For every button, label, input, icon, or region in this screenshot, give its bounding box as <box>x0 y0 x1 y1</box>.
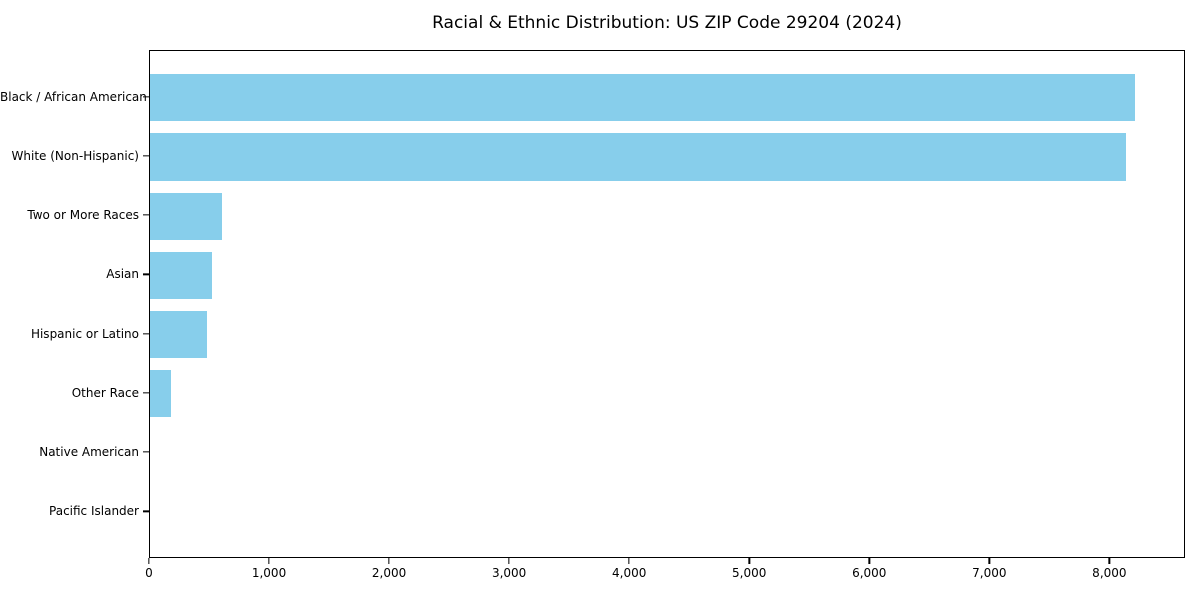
bar <box>150 251 212 300</box>
y-axis-label: Native American <box>39 445 139 460</box>
y-axis-label: Pacific Islander <box>49 504 139 519</box>
x-axis-tick <box>868 558 870 564</box>
y-axis-tick <box>143 510 149 512</box>
y-axis-label: Black / African American <box>0 89 147 104</box>
y-axis-tick <box>143 332 149 335</box>
y-axis-tick <box>143 96 149 98</box>
x-axis-tick <box>268 558 270 564</box>
y-axis-label: Asian <box>106 267 139 282</box>
y-axis-tick <box>143 273 149 276</box>
x-axis-tick-label: 7,000 <box>972 566 1007 580</box>
chart-title: Racial & Ethnic Distribution: US ZIP Cod… <box>432 13 902 33</box>
x-axis-tick <box>988 558 990 564</box>
x-axis-tick-label: 1,000 <box>251 566 287 580</box>
y-axis-tick <box>143 451 149 453</box>
bar <box>150 133 1127 181</box>
y-axis-label: White (Non-Hispanic) <box>11 148 139 163</box>
plot-area <box>149 50 1185 558</box>
y-axis-tick <box>143 392 149 394</box>
x-axis-tick <box>148 558 150 564</box>
x-axis-tick-label: 3,000 <box>491 566 527 580</box>
bar <box>150 192 222 240</box>
bar <box>150 74 1135 122</box>
x-axis-tick <box>748 558 750 564</box>
y-axis-tick <box>143 155 149 157</box>
x-axis-tick-label: 5,000 <box>732 566 767 580</box>
x-axis-tick-label: 6,000 <box>852 566 887 580</box>
y-axis-tick <box>143 214 149 216</box>
y-axis-label: Hispanic or Latino <box>30 326 139 341</box>
x-axis-tick-label: 2,000 <box>371 566 407 580</box>
x-axis-tick <box>388 558 390 564</box>
bar <box>150 370 171 418</box>
x-axis-tick <box>628 558 630 564</box>
bar <box>150 310 207 359</box>
x-axis-tick-label: 4,000 <box>611 566 647 580</box>
y-axis-label: Two or More Races <box>27 208 139 223</box>
y-axis-label: Other Race <box>71 385 139 400</box>
x-axis-tick-label: 0 <box>145 566 153 580</box>
x-axis-tick-label: 8,000 <box>1092 566 1127 580</box>
x-axis-tick <box>1108 558 1111 564</box>
x-axis-tick <box>508 558 510 564</box>
